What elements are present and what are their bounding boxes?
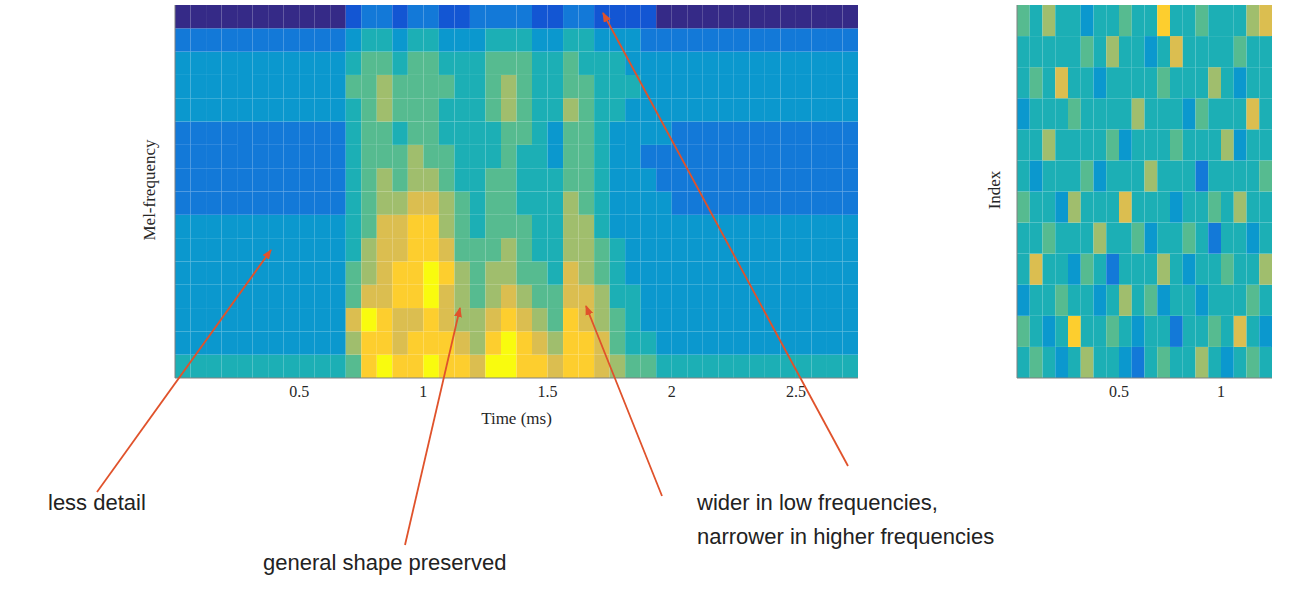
svg-text:Time (ms): Time (ms) xyxy=(481,409,552,428)
svg-text:0.5: 0.5 xyxy=(289,383,309,400)
svg-text:1: 1 xyxy=(1217,383,1225,400)
svg-text:Mel-frequency: Mel-frequency xyxy=(140,139,159,241)
svg-text:1.5: 1.5 xyxy=(538,383,558,400)
svg-text:wider in low frequencies,narro: wider in low frequencies,narrower in hig… xyxy=(696,490,994,549)
svg-text:general shape preserved: general shape preserved xyxy=(263,550,506,575)
svg-text:Index: Index xyxy=(985,170,1004,209)
svg-text:2.5: 2.5 xyxy=(786,383,806,400)
svg-text:2: 2 xyxy=(668,383,676,400)
svg-text:1: 1 xyxy=(419,383,427,400)
svg-text:less detail: less detail xyxy=(48,490,146,515)
svg-text:0.5: 0.5 xyxy=(1109,383,1129,400)
